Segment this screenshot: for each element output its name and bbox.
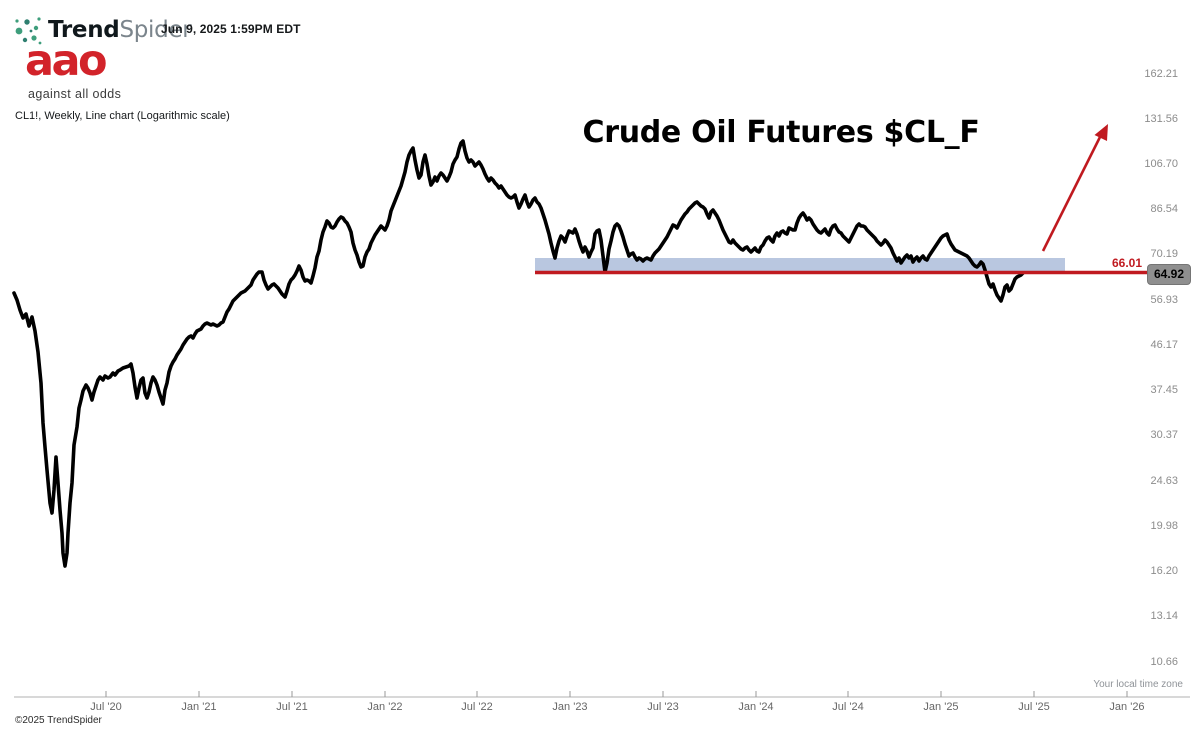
x-axis-label[interactable]: Jul '21 xyxy=(276,701,307,713)
projection-arrow-head xyxy=(1094,124,1108,141)
y-axis-label[interactable]: 56.93 xyxy=(1150,294,1178,306)
y-axis-label[interactable]: 131.56 xyxy=(1144,113,1178,125)
y-axis-label[interactable]: 16.20 xyxy=(1150,565,1178,577)
x-axis-label[interactable]: Jan '22 xyxy=(367,701,402,713)
projection-arrow-shaft[interactable] xyxy=(1041,136,1102,252)
x-axis-label[interactable]: Jan '21 xyxy=(181,701,216,713)
support-level-label: 66.01 xyxy=(1111,256,1142,270)
x-axis-label[interactable]: Jul '23 xyxy=(647,701,678,713)
chart-timestamp: Jun 9, 2025 1:59PM EDT xyxy=(161,22,301,36)
last-price-badge: 64.92 xyxy=(1147,264,1191,285)
y-axis-label[interactable]: 37.45 xyxy=(1150,384,1178,396)
resistance-zone-band xyxy=(535,258,1065,271)
x-axis-label[interactable]: Jul '25 xyxy=(1018,701,1049,713)
timezone-note[interactable]: Your local time zone xyxy=(1093,679,1183,690)
aao-logo: aao xyxy=(25,36,108,86)
y-axis-label[interactable]: 106.70 xyxy=(1144,158,1178,170)
brand-wordmark: TrendSpider xyxy=(48,17,192,43)
y-axis-label[interactable]: 13.14 xyxy=(1150,610,1178,622)
brand-word-spider: Spider xyxy=(119,17,192,43)
x-axis-label[interactable]: Jan '25 xyxy=(923,701,958,713)
x-axis-label[interactable]: Jul '24 xyxy=(832,701,863,713)
x-axis-label[interactable]: Jan '26 xyxy=(1109,701,1144,713)
y-axis-label[interactable]: 162.21 xyxy=(1144,68,1178,80)
y-axis-label[interactable]: 46.17 xyxy=(1150,339,1178,351)
brand-word-trend: Trend xyxy=(48,17,120,43)
price-line xyxy=(12,139,1025,568)
trendspider-logo-icon xyxy=(15,17,42,45)
trendspider-brand: TrendSpider xyxy=(13,15,192,45)
y-axis-label[interactable]: 19.98 xyxy=(1150,520,1178,532)
y-axis-label[interactable]: 86.54 xyxy=(1150,203,1178,215)
y-axis-label[interactable]: 24.63 xyxy=(1150,475,1178,487)
chart-title: Crude Oil Futures $CL_F xyxy=(582,115,980,150)
y-axis-label[interactable]: 30.37 xyxy=(1150,429,1178,441)
x-axis-label[interactable]: Jul '22 xyxy=(461,701,492,713)
x-axis-label[interactable]: Jan '23 xyxy=(552,701,587,713)
aao-logo-tagline: against all odds xyxy=(28,87,122,101)
x-axis-label[interactable]: Jul '20 xyxy=(90,701,121,713)
y-axis-label[interactable]: 70.19 xyxy=(1150,248,1178,260)
copyright-note: ©2025 TrendSpider xyxy=(15,715,102,726)
x-axis-label[interactable]: Jan '24 xyxy=(738,701,773,713)
chart-descriptor: CL1!, Weekly, Line chart (Logarithmic sc… xyxy=(15,110,230,122)
y-axis-label[interactable]: 10.66 xyxy=(1150,656,1178,668)
